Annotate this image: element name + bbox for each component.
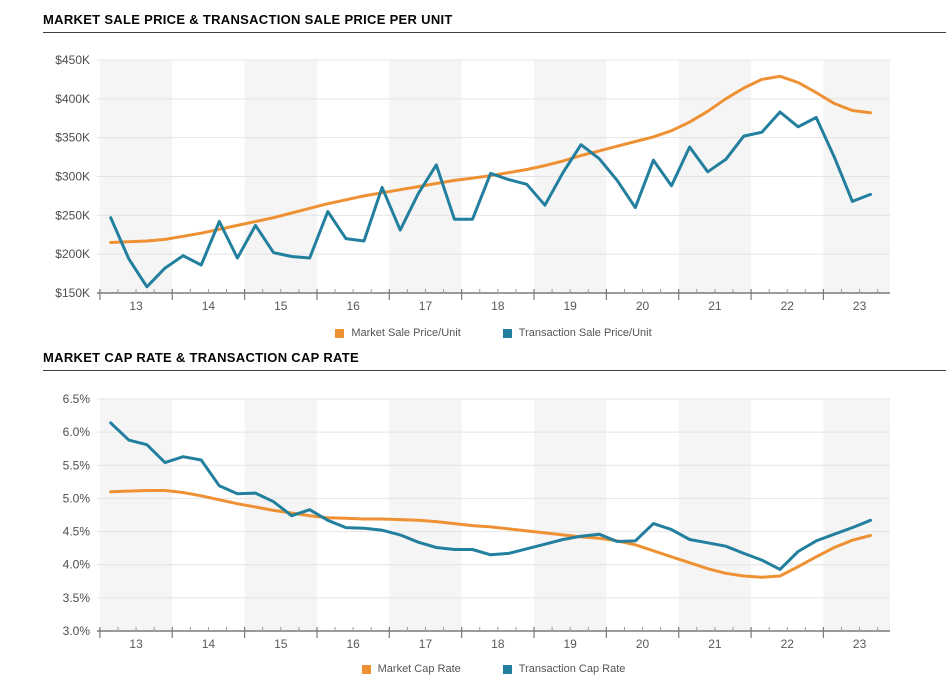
svg-text:3.0%: 3.0% bbox=[63, 624, 91, 638]
sale-price-chart-legend: Market Sale Price/Unit Transaction Sale … bbox=[40, 327, 947, 340]
svg-text:$200K: $200K bbox=[55, 247, 90, 261]
x-tick-labels: 13 14 15 16 17 18 19 20 21 22 23 bbox=[129, 637, 866, 651]
cap-rate-chart-title-block: MARKET CAP RATE & TRANSACTION CAP RATE bbox=[43, 350, 946, 371]
svg-text:$450K: $450K bbox=[55, 53, 90, 67]
sale-price-chart-title: MARKET SALE PRICE & TRANSACTION SALE PRI… bbox=[43, 12, 453, 27]
cap-rate-chart: 3.0% 3.5% 4.0% 4.5% 5.0% 5.5% 6.0% 6.5% 13 14 15 16… bbox=[63, 392, 890, 651]
svg-text:15: 15 bbox=[274, 299, 288, 313]
transaction-sale-price-swatch-icon bbox=[502, 329, 512, 338]
svg-text:18: 18 bbox=[491, 637, 505, 651]
svg-text:16: 16 bbox=[346, 637, 360, 651]
svg-text:21: 21 bbox=[708, 299, 722, 313]
x-axis bbox=[97, 627, 890, 638]
svg-text:$300K: $300K bbox=[55, 170, 90, 184]
svg-text:4.5%: 4.5% bbox=[63, 525, 91, 539]
gridlines bbox=[97, 59, 890, 255]
svg-text:19: 19 bbox=[564, 299, 578, 313]
legend-label: Market Cap Rate bbox=[377, 663, 461, 675]
legend-label: Market Sale Price/Unit bbox=[351, 327, 461, 339]
transaction-cap-rate-swatch-icon bbox=[502, 665, 512, 674]
svg-text:17: 17 bbox=[419, 637, 433, 651]
legend-item-transaction-sale-price: Transaction Sale Price/Unit bbox=[502, 327, 652, 340]
svg-text:17: 17 bbox=[419, 299, 433, 313]
series-line-market-sale-price-unit bbox=[109, 74, 872, 244]
svg-text:22: 22 bbox=[781, 637, 795, 651]
svg-text:$350K: $350K bbox=[55, 131, 90, 145]
cap-rate-chart-title: MARKET CAP RATE & TRANSACTION CAP RATE bbox=[43, 350, 359, 365]
svg-text:18: 18 bbox=[491, 299, 505, 313]
svg-text:13: 13 bbox=[129, 299, 143, 313]
svg-text:15: 15 bbox=[274, 637, 288, 651]
gridlines bbox=[97, 398, 890, 599]
legend-label: Transaction Cap Rate bbox=[518, 663, 626, 675]
svg-text:3.5%: 3.5% bbox=[63, 591, 91, 605]
sale-price-chart-title-block: MARKET SALE PRICE & TRANSACTION SALE PRI… bbox=[43, 12, 946, 33]
svg-text:19: 19 bbox=[564, 637, 578, 651]
series-line-transaction-sale-price-unit bbox=[109, 110, 872, 289]
svg-text:4.0%: 4.0% bbox=[63, 558, 91, 572]
market-sale-price-swatch-icon bbox=[335, 329, 345, 338]
svg-text:6.0%: 6.0% bbox=[63, 425, 91, 439]
svg-text:16: 16 bbox=[346, 299, 360, 313]
y-tick-labels: 3.0% 3.5% 4.0% 4.5% 5.0% 5.5% 6.0% 6.5% bbox=[63, 392, 91, 638]
svg-text:22: 22 bbox=[781, 299, 795, 313]
svg-text:5.5%: 5.5% bbox=[63, 458, 91, 472]
svg-text:20: 20 bbox=[636, 299, 650, 313]
svg-text:14: 14 bbox=[202, 637, 216, 651]
svg-text:5.0%: 5.0% bbox=[63, 491, 91, 505]
legend-item-transaction-cap-rate: Transaction Cap Rate bbox=[502, 663, 626, 676]
svg-text:21: 21 bbox=[708, 637, 722, 651]
svg-text:$250K: $250K bbox=[55, 208, 90, 222]
market-cap-rate-swatch-icon bbox=[361, 665, 371, 674]
x-axis bbox=[97, 289, 890, 300]
svg-text:20: 20 bbox=[636, 637, 650, 651]
svg-text:23: 23 bbox=[853, 299, 867, 313]
series-line-market-cap-rate bbox=[109, 489, 872, 579]
x-tick-labels: 13 14 15 16 17 18 19 20 21 22 23 bbox=[129, 299, 866, 313]
svg-text:$400K: $400K bbox=[55, 92, 90, 106]
legend-item-market-cap-rate: Market Cap Rate bbox=[361, 663, 461, 676]
svg-text:$150K: $150K bbox=[55, 286, 90, 300]
svg-text:23: 23 bbox=[853, 637, 867, 651]
plot-bands bbox=[99, 399, 890, 631]
legend-item-market-sale-price: Market Sale Price/Unit bbox=[335, 327, 461, 340]
cap-rate-chart-legend: Market Cap Rate Transaction Cap Rate bbox=[40, 663, 947, 676]
svg-text:6.5%: 6.5% bbox=[63, 392, 91, 406]
svg-text:14: 14 bbox=[202, 299, 216, 313]
series-line-transaction-cap-rate bbox=[109, 421, 872, 571]
svg-text:13: 13 bbox=[129, 637, 143, 651]
legend-label: Transaction Sale Price/Unit bbox=[518, 327, 652, 339]
y-tick-labels: $150K $200K $250K $300K $350K $400K $450K bbox=[55, 53, 90, 300]
